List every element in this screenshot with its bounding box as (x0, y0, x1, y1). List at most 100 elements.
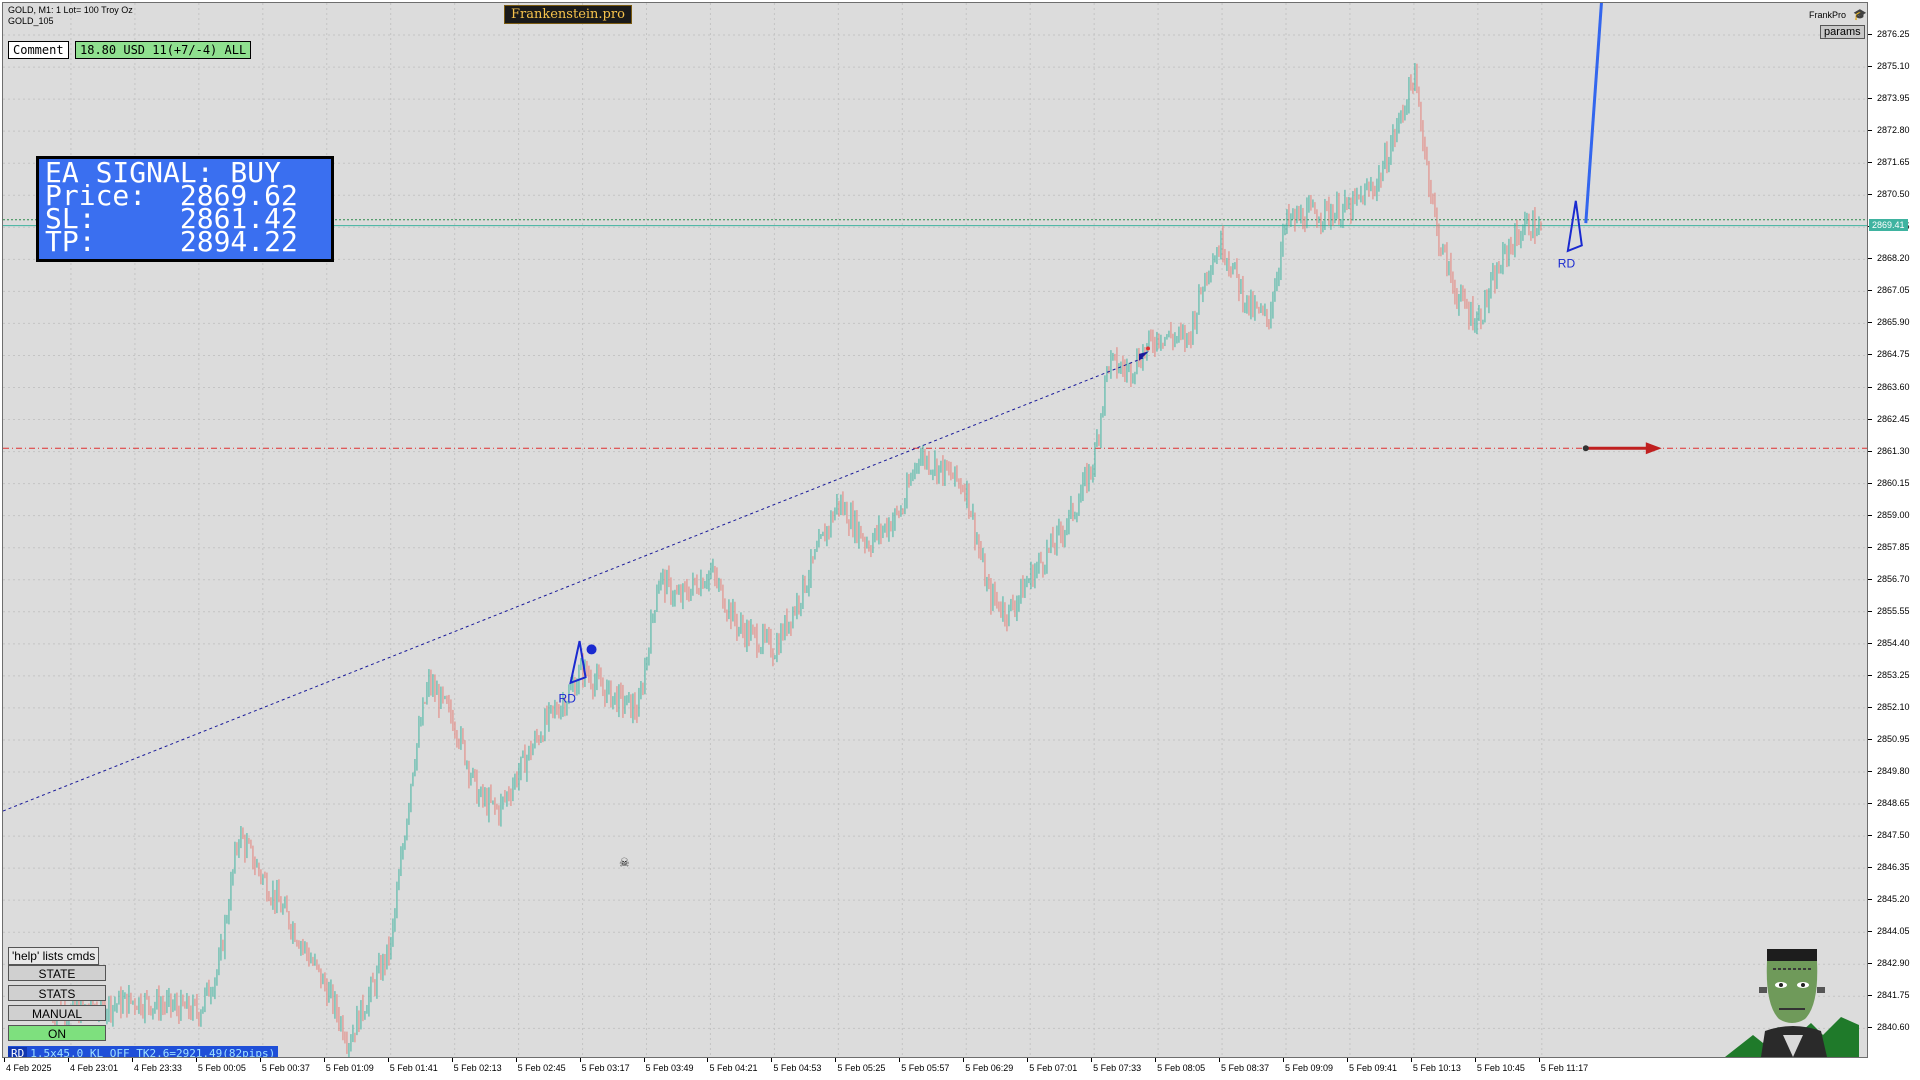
time-tick-label: 5 Feb 00:37 (261, 1063, 310, 1073)
time-tick-label: 5 Feb 11:17 (1540, 1063, 1589, 1073)
price-tick-label: 2863.60 (1877, 381, 1910, 392)
price-tick-mark (1868, 290, 1872, 292)
time-tick-mark (1219, 1058, 1221, 1062)
price-tick-label: 2852.10 (1877, 701, 1910, 712)
price-tick-label: 2859.00 (1877, 509, 1910, 520)
price-tick-mark (1868, 1027, 1872, 1029)
time-tick-label: 5 Feb 06:29 (965, 1063, 1014, 1073)
time-tick-mark (1538, 1058, 1540, 1062)
time-tick-label: 5 Feb 09:09 (1285, 1063, 1334, 1073)
time-tick-label: 5 Feb 04:21 (709, 1063, 758, 1073)
price-tick-mark (1868, 514, 1872, 516)
pattern-label-1: RD (559, 691, 577, 705)
price-tick-label: 2875.10 (1877, 61, 1910, 72)
price-tick-label: 2876.25 (1877, 29, 1910, 40)
price-tick-label: 2845.20 (1877, 894, 1910, 905)
price-tick-mark (1868, 642, 1872, 644)
time-tick-label: 4 Feb 23:01 (69, 1063, 118, 1073)
time-tick-label: 5 Feb 07:33 (1093, 1063, 1142, 1073)
pattern-marker-1 (586, 644, 597, 655)
price-tick-mark (1868, 418, 1872, 420)
stats-button[interactable]: STATS (8, 985, 106, 1001)
current-price-tag: 2869.41 (1869, 218, 1908, 231)
manual-button[interactable]: MANUAL (8, 1005, 106, 1021)
price-tick-label: 2844.05 (1877, 926, 1910, 937)
sl-marker (1582, 445, 1589, 452)
ea-signal-panel: EA SIGNAL: BUY Price: 2869.62 SL: 2861.4… (36, 156, 334, 262)
time-tick-label: 4 Feb 2025 (6, 1063, 52, 1073)
time-tick-mark (1474, 1058, 1476, 1062)
price-tick-mark (1868, 610, 1872, 612)
price-tick-mark (1868, 34, 1872, 36)
template-name: GOLD_105 (8, 16, 54, 26)
time-tick-mark (1283, 1058, 1284, 1062)
price-tick-label: 2862.45 (1877, 413, 1910, 424)
price-tick-label: 2867.05 (1877, 285, 1910, 296)
price-tick-mark (1868, 867, 1872, 869)
price-tick-label: 2870.50 (1877, 189, 1910, 200)
state-button[interactable]: STATE (8, 965, 106, 981)
price-tick-mark (1868, 931, 1872, 933)
price-tick-mark (1868, 674, 1872, 676)
tp-projection (1584, 3, 1603, 224)
trend-line-arrowhead (1139, 351, 1149, 361)
symbol-info: GOLD, M1: 1 Lot= 100 Troy Oz (8, 5, 133, 15)
price-tick-label: 2860.15 (1877, 477, 1910, 488)
price-tick-mark (1868, 546, 1872, 548)
price-tick-label: 2861.30 (1877, 445, 1910, 456)
skull-icon: ☠ (619, 856, 630, 870)
price-tick-label: 2848.65 (1877, 798, 1910, 809)
on-toggle-button[interactable]: ON (8, 1025, 106, 1041)
time-axis[interactable]: 4 Feb 2025 4 Feb 23:01 4 Feb 23:33 5 Feb 00… (0, 1058, 1868, 1080)
price-tick-mark (1868, 803, 1872, 805)
price-tick-mark (1868, 706, 1872, 708)
account-name: FrankPro (1809, 10, 1847, 20)
price-tick-mark (1868, 354, 1872, 356)
price-tick-label: 2853.25 (1877, 669, 1910, 680)
price-tick-mark (1868, 386, 1872, 388)
time-tick-mark (707, 1058, 709, 1062)
price-tick-label: 2847.50 (1877, 830, 1910, 841)
price-tick-label: 2871.65 (1877, 157, 1910, 168)
price-tick-mark (1868, 899, 1872, 901)
time-tick-label: 5 Feb 04:53 (773, 1063, 822, 1073)
price-tick-label: 2850.95 (1877, 733, 1910, 744)
time-tick-mark (323, 1058, 325, 1062)
price-tick-label: 2857.85 (1877, 541, 1910, 552)
price-tick-label: 2856.70 (1877, 573, 1910, 584)
time-tick-mark (835, 1058, 837, 1062)
time-tick-label: 5 Feb 05:25 (837, 1063, 886, 1073)
price-axis[interactable]: 2876.25 2875.10 2873.95 2872.80 2871.65 2870.… (1868, 2, 1920, 1058)
price-tick-mark (1868, 98, 1872, 100)
status-tag: RD (8, 1047, 28, 1057)
time-tick-mark (1346, 1058, 1348, 1062)
time-tick-mark (1027, 1058, 1029, 1062)
price-tick-mark (1868, 995, 1872, 997)
time-tick-mark (963, 1058, 965, 1062)
time-tick-mark (451, 1058, 453, 1062)
time-tick-label: 5 Feb 02:13 (453, 1063, 502, 1073)
comment-button[interactable]: Comment (8, 41, 69, 59)
time-tick-label: 4 Feb 23:33 (133, 1063, 182, 1073)
time-tick-label: 5 Feb 10:45 (1476, 1063, 1525, 1073)
status-text: 1.5x45.0 KL_OFF TK2.6=2921.49(82pips) (30, 1047, 276, 1058)
signal-tp: TP: 2894.22 (45, 225, 298, 258)
price-tick-mark (1868, 835, 1872, 837)
time-tick-label: 5 Feb 08:37 (1221, 1063, 1270, 1073)
price-tick-mark (1868, 322, 1872, 324)
signal-sl: SL: 2861.42 (45, 202, 298, 235)
entry-dot (1146, 346, 1150, 351)
time-tick-label: 5 Feb 03:49 (645, 1063, 694, 1073)
time-tick-label: 5 Feb 01:09 (325, 1063, 374, 1073)
price-tick-label: 2864.75 (1877, 349, 1910, 360)
harmonic-pattern-2 (1566, 200, 1583, 253)
time-tick-mark (1155, 1058, 1157, 1062)
price-tick-label: 2868.20 (1877, 253, 1910, 264)
time-tick-label: 5 Feb 07:01 (1029, 1063, 1078, 1073)
trend-line (3, 356, 1147, 812)
candles (50, 63, 1542, 1057)
signal-title: EA SIGNAL: BUY (45, 156, 282, 189)
params-button[interactable]: params (1820, 25, 1865, 39)
chart-area[interactable]: RD RD ☠ GOLD, M1: 1 Lot= 100 Troy Oz GOLD_… (2, 2, 1868, 1058)
price-tick-label: 2841.75 (1877, 990, 1910, 1001)
